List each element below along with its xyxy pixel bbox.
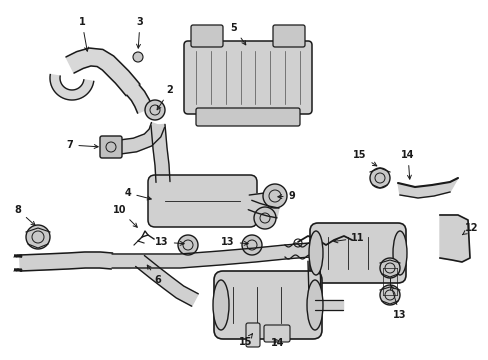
FancyBboxPatch shape [245,323,260,347]
Polygon shape [119,122,164,154]
Text: 15: 15 [352,150,376,166]
Text: 14: 14 [401,150,414,179]
Circle shape [242,235,262,255]
Polygon shape [135,256,198,306]
Text: 6: 6 [147,265,161,285]
Text: 2: 2 [157,85,173,110]
Polygon shape [66,48,140,96]
Polygon shape [307,261,320,297]
Polygon shape [50,75,94,100]
Circle shape [253,207,275,229]
Ellipse shape [392,231,406,275]
Text: 13: 13 [155,237,184,247]
FancyBboxPatch shape [183,41,311,114]
Text: 8: 8 [15,205,35,225]
FancyBboxPatch shape [100,136,122,158]
Circle shape [133,52,142,62]
Circle shape [178,235,198,255]
Circle shape [369,168,389,188]
Text: 12: 12 [462,223,478,235]
FancyBboxPatch shape [196,108,299,126]
Text: 14: 14 [271,338,284,348]
FancyBboxPatch shape [264,325,289,342]
Text: 7: 7 [66,140,98,150]
FancyBboxPatch shape [191,25,223,47]
Text: 13: 13 [221,237,247,247]
Circle shape [145,100,164,120]
Circle shape [26,225,50,249]
Text: 15: 15 [239,334,252,347]
Text: 5: 5 [230,23,245,45]
Ellipse shape [213,280,228,330]
FancyBboxPatch shape [148,175,257,227]
FancyBboxPatch shape [272,25,305,47]
Ellipse shape [308,231,323,275]
Polygon shape [126,85,152,113]
Text: 1: 1 [79,17,88,51]
Polygon shape [314,300,342,310]
Text: 3: 3 [136,17,143,48]
FancyBboxPatch shape [214,271,321,339]
Polygon shape [397,178,457,198]
Polygon shape [249,192,275,207]
Text: 13: 13 [389,286,406,320]
Polygon shape [112,243,310,268]
Polygon shape [151,125,170,183]
Text: 9: 9 [277,191,295,201]
FancyBboxPatch shape [309,223,405,283]
Text: 11: 11 [333,233,364,243]
Polygon shape [439,215,469,262]
Circle shape [379,285,399,305]
Polygon shape [248,200,279,218]
Circle shape [263,184,286,208]
Ellipse shape [306,280,323,330]
Text: 4: 4 [124,188,151,200]
Polygon shape [20,252,112,271]
Polygon shape [112,254,130,268]
Circle shape [379,258,399,278]
Text: 10: 10 [113,205,137,227]
